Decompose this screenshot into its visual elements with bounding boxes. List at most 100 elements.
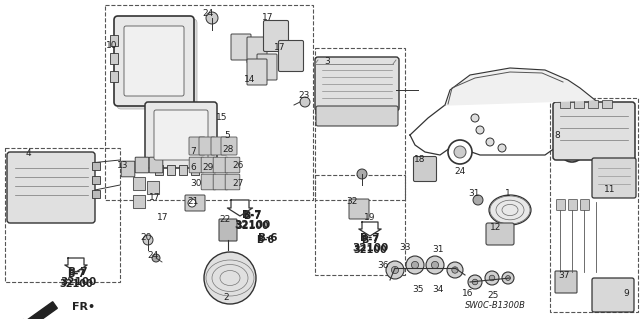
Circle shape: [431, 261, 438, 269]
Text: B-7: B-7: [361, 235, 379, 245]
Circle shape: [412, 261, 419, 269]
Circle shape: [447, 262, 463, 278]
Polygon shape: [65, 258, 87, 272]
Circle shape: [454, 146, 466, 158]
Circle shape: [560, 138, 584, 162]
Text: 17: 17: [149, 194, 161, 203]
Text: 25: 25: [487, 292, 499, 300]
FancyBboxPatch shape: [7, 152, 95, 223]
Text: 32100: 32100: [235, 221, 269, 231]
FancyBboxPatch shape: [555, 271, 577, 293]
Text: 31: 31: [432, 246, 444, 255]
Circle shape: [392, 266, 399, 274]
Circle shape: [486, 138, 494, 146]
FancyBboxPatch shape: [225, 174, 240, 190]
Text: 17: 17: [275, 43, 285, 53]
Bar: [574, 100, 584, 108]
Circle shape: [468, 275, 482, 289]
Polygon shape: [359, 222, 381, 236]
FancyBboxPatch shape: [185, 195, 205, 211]
Text: 18: 18: [414, 155, 426, 165]
FancyBboxPatch shape: [145, 102, 217, 168]
Text: B-6: B-6: [259, 233, 278, 243]
Text: 32100: 32100: [59, 279, 93, 289]
Bar: [367, 108, 377, 118]
Bar: [588, 100, 598, 108]
Text: 9: 9: [623, 288, 629, 298]
Circle shape: [386, 261, 404, 279]
FancyBboxPatch shape: [225, 157, 240, 173]
Circle shape: [206, 12, 218, 24]
Text: 37: 37: [558, 271, 570, 279]
Bar: [110, 53, 118, 64]
Circle shape: [485, 271, 499, 285]
Text: 19: 19: [364, 213, 376, 222]
Circle shape: [188, 199, 196, 207]
Text: 26: 26: [232, 160, 244, 169]
Bar: [353, 108, 363, 118]
FancyBboxPatch shape: [592, 278, 634, 312]
Text: 23: 23: [298, 91, 310, 100]
Circle shape: [452, 267, 458, 273]
Bar: [92, 190, 100, 198]
Bar: [315, 175, 405, 275]
Bar: [550, 98, 638, 312]
FancyBboxPatch shape: [147, 182, 159, 195]
FancyBboxPatch shape: [486, 223, 514, 245]
FancyBboxPatch shape: [124, 26, 184, 96]
Bar: [92, 176, 100, 184]
FancyBboxPatch shape: [213, 157, 228, 173]
Text: 32100: 32100: [352, 243, 388, 253]
Bar: [325, 108, 335, 118]
Text: 35: 35: [412, 286, 424, 294]
FancyBboxPatch shape: [413, 157, 436, 182]
Text: 21: 21: [188, 197, 198, 206]
Text: 5: 5: [224, 131, 230, 140]
Text: 30: 30: [190, 179, 202, 188]
Bar: [5, 148, 120, 282]
FancyBboxPatch shape: [149, 157, 163, 173]
FancyBboxPatch shape: [189, 137, 205, 155]
Bar: [110, 35, 118, 46]
FancyBboxPatch shape: [133, 196, 146, 209]
Text: 10: 10: [106, 41, 118, 49]
Circle shape: [471, 114, 479, 122]
Text: FR•: FR•: [72, 302, 95, 312]
Text: B-7: B-7: [360, 233, 380, 243]
FancyBboxPatch shape: [201, 174, 216, 190]
FancyBboxPatch shape: [201, 157, 216, 173]
FancyBboxPatch shape: [257, 54, 277, 80]
Text: B-7: B-7: [68, 267, 88, 277]
FancyBboxPatch shape: [316, 106, 398, 126]
Text: B-7: B-7: [243, 211, 261, 221]
Circle shape: [566, 144, 578, 156]
FancyBboxPatch shape: [349, 199, 369, 219]
FancyBboxPatch shape: [154, 110, 208, 160]
Bar: [191, 165, 199, 175]
Text: B-6: B-6: [256, 235, 274, 245]
Text: 17: 17: [262, 13, 274, 23]
Text: 3: 3: [324, 57, 330, 66]
FancyBboxPatch shape: [213, 174, 228, 190]
Text: 32100: 32100: [234, 220, 270, 230]
FancyBboxPatch shape: [315, 57, 399, 111]
Text: 24: 24: [147, 251, 159, 261]
Text: 22: 22: [220, 216, 230, 225]
Circle shape: [152, 254, 160, 262]
Text: 7: 7: [190, 147, 196, 157]
Text: 36: 36: [377, 262, 388, 271]
Polygon shape: [445, 68, 595, 105]
FancyBboxPatch shape: [221, 137, 237, 155]
Text: 15: 15: [216, 114, 228, 122]
Bar: [105, 5, 313, 200]
FancyBboxPatch shape: [592, 158, 636, 198]
Bar: [110, 71, 118, 82]
Text: B-7: B-7: [242, 210, 262, 220]
FancyBboxPatch shape: [278, 41, 303, 71]
Bar: [167, 165, 175, 175]
Circle shape: [406, 256, 424, 274]
Text: 32100: 32100: [353, 245, 387, 255]
FancyBboxPatch shape: [247, 37, 267, 63]
FancyBboxPatch shape: [135, 157, 148, 173]
FancyBboxPatch shape: [211, 137, 227, 155]
